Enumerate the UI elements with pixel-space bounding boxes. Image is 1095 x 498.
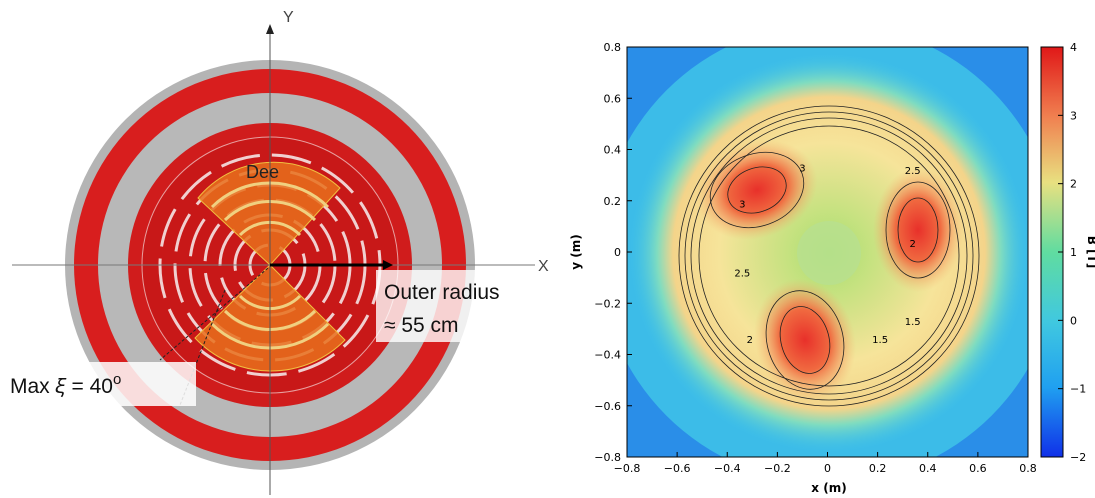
xi-label: Max 𝜉 = 40o <box>10 371 121 398</box>
x-tick-label: 0 <box>824 462 831 475</box>
axis-label: X <box>538 258 549 275</box>
x-tick-label: 0.4 <box>919 462 937 475</box>
x-tick-label: −0.2 <box>764 462 791 475</box>
arrow <box>266 24 274 34</box>
x-tick-label: −0.6 <box>664 462 691 475</box>
colorbar-tick-label: 4 <box>1070 41 1077 54</box>
colorbar-tick-label: −2 <box>1070 451 1086 464</box>
contour-label: 2.5 <box>905 166 921 177</box>
axis-label: Y <box>283 9 294 26</box>
contour-label: 2 <box>910 239 916 250</box>
contour-label: 3 <box>739 199 745 210</box>
cyclotron-diagram: Y X Dee Outer radius ≈ 55 cm Max 𝜉 = 40o <box>4 9 549 495</box>
y-tick-label: −0.4 <box>594 349 621 362</box>
colorbar-tick-label: 1 <box>1070 246 1077 259</box>
page: Y X Dee Outer radius ≈ 55 cm Max 𝜉 = 40o… <box>0 0 1095 498</box>
dee-label: Dee <box>246 162 279 182</box>
colorbar-tick-label: −1 <box>1070 383 1086 396</box>
y-tick-label: 0.4 <box>604 144 622 157</box>
radius-label: Outer radius <box>384 281 500 304</box>
colorbar-tick-label: 2 <box>1070 178 1077 191</box>
y-axis-title: y (m) <box>569 234 583 269</box>
y-tick-label: −0.6 <box>594 400 621 413</box>
y-tick-label: −0.8 <box>594 451 621 464</box>
xi-sup: o <box>113 371 121 388</box>
y-tick-label: 0.8 <box>604 41 622 54</box>
colorbar-title: B [T] <box>1085 236 1095 268</box>
contour-label: 1.5 <box>905 317 921 328</box>
field <box>599 23 1059 483</box>
figure: Y X Dee Outer radius ≈ 55 cm Max 𝜉 = 40o… <box>0 0 1095 498</box>
center <box>797 221 861 285</box>
contour-label: 1.5 <box>872 335 888 346</box>
contour-label: 2 <box>747 335 753 346</box>
y-tick-label: 0.6 <box>604 92 622 105</box>
y-tick-label: 0 <box>614 246 621 259</box>
colorbar-tick-label: 3 <box>1070 109 1077 122</box>
contour-label: 2.5 <box>734 269 750 280</box>
x-tick-label: 0.8 <box>1019 462 1037 475</box>
lobe <box>873 168 963 292</box>
x-tick-label: 0.2 <box>869 462 887 475</box>
contour-label: 3 <box>799 163 805 174</box>
radius-value: ≈ 55 cm <box>384 314 459 337</box>
xi-text: Max 𝜉 = 40 <box>10 375 113 398</box>
x-tick-label: 0.6 <box>969 462 987 475</box>
colorbar-tick-label: 0 <box>1070 314 1077 327</box>
x-tick-label: −0.4 <box>714 462 741 475</box>
y-tick-label: −0.2 <box>594 297 621 310</box>
y-tick-label: 0.2 <box>604 195 622 208</box>
x-axis-title: x (m) <box>811 481 846 495</box>
